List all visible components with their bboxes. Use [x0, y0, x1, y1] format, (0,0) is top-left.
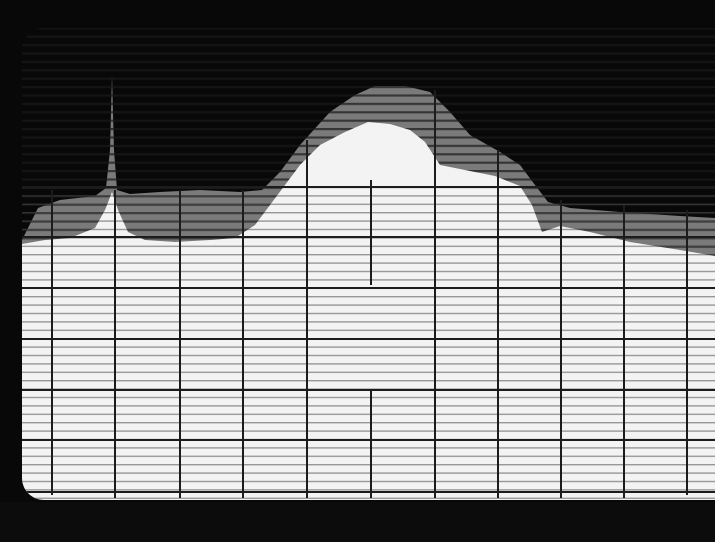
screen	[22, 28, 715, 500]
bezel	[0, 502, 715, 542]
